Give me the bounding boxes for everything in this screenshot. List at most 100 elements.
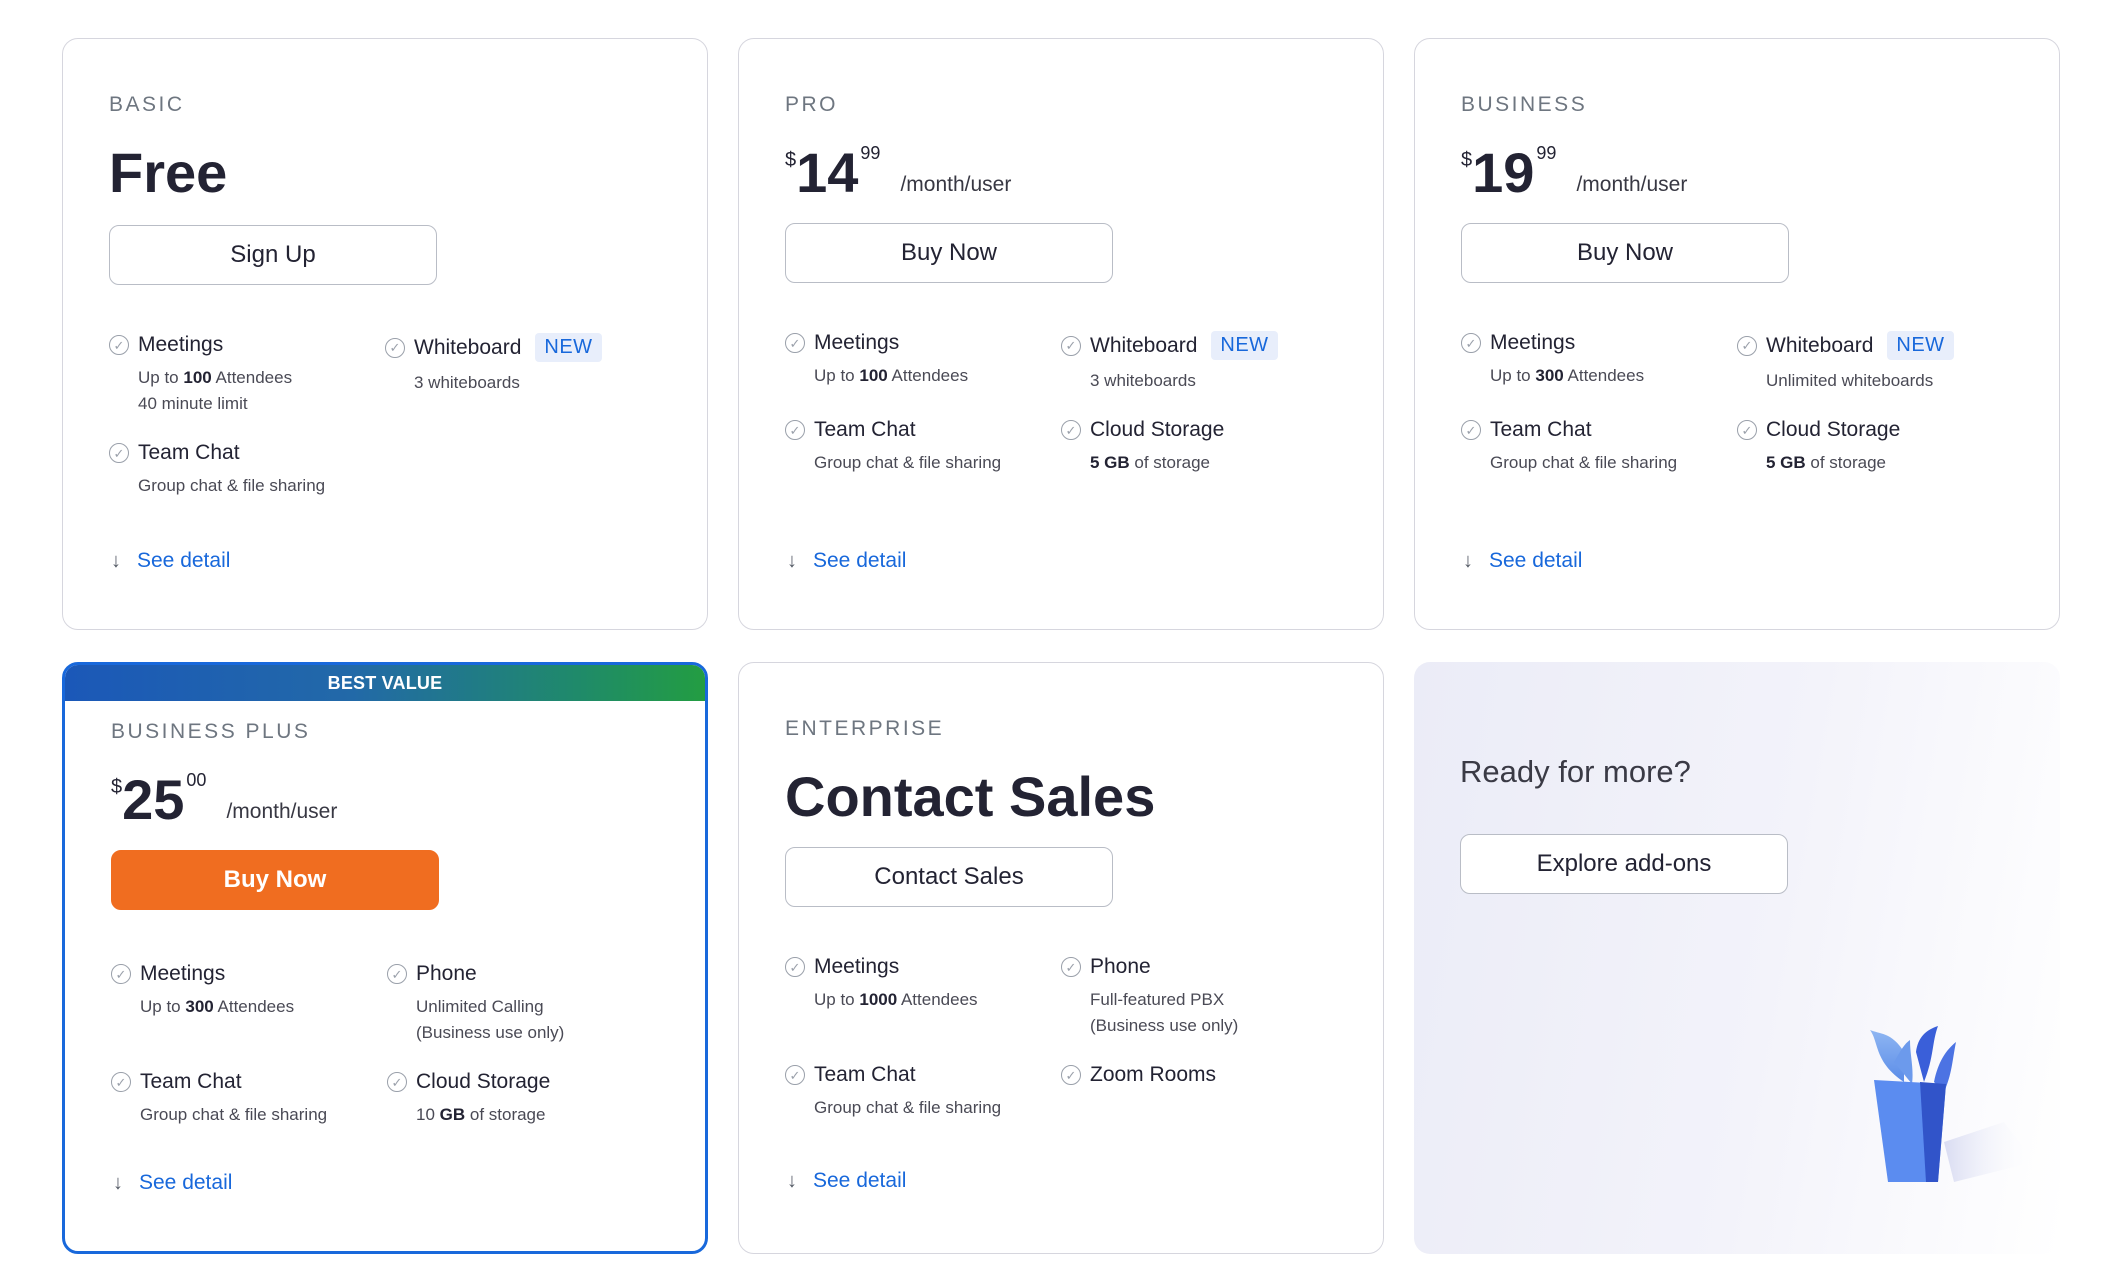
explore-addons-button[interactable]: Explore add-ons	[1460, 834, 1788, 894]
feature-name: Cloud Storage	[1766, 418, 1901, 441]
plan-price: Free	[109, 141, 228, 204]
feature-header: ✓ Phone	[1061, 955, 1321, 979]
feature-text: 3 whiteboards	[414, 373, 520, 392]
feature-name: Phone	[416, 962, 477, 985]
feature-description: Unlimited Calling (Business use only)	[416, 994, 647, 1046]
feature-header: ✓ Whiteboard NEW	[1061, 331, 1321, 360]
arrow-down-icon: ↓	[1463, 549, 1473, 572]
buy-now-button[interactable]: Buy Now	[785, 223, 1113, 283]
feature-description-line: Up to 300 Attendees	[1490, 363, 1737, 389]
feature-text: 3 whiteboards	[1090, 371, 1196, 390]
feature-description: Full-featured PBX (Business use only)	[1090, 987, 1321, 1039]
feature-description: Unlimited whiteboards	[1766, 368, 1997, 394]
see-detail-link[interactable]: ↓ See detail	[1463, 549, 1582, 573]
see-detail-link[interactable]: ↓ See detail	[787, 549, 906, 573]
new-badge: NEW	[1211, 331, 1278, 360]
feature-header: ✓ Meetings	[1461, 331, 1737, 355]
feature-name: Cloud Storage	[416, 1070, 551, 1093]
feature-name: Meetings	[814, 955, 900, 978]
feature-description: 5 GB of storage	[1766, 450, 1997, 476]
feature-list: ✓ Meetings Up to 300 Attendees ✓ Phone Unlimi…	[111, 962, 659, 1128]
plan-tier: PRO	[785, 93, 839, 116]
feature-text: Up to	[140, 997, 186, 1016]
feature-text: Attendees	[887, 366, 969, 385]
plan-tier: ENTERPRISE	[785, 717, 945, 740]
feature-highlight: 5 GB	[1766, 453, 1806, 472]
feature-header: ✓ Team Chat	[109, 441, 385, 465]
feature-description-line: 10 GB of storage	[416, 1102, 647, 1128]
price-amount: 19	[1472, 141, 1535, 204]
feature-description: Group chat & file sharing	[140, 1102, 387, 1128]
check-circle-icon: ✓	[785, 333, 805, 353]
feature-item: ✓ Whiteboard NEW 3 whiteboards	[385, 333, 645, 417]
feature-item: ✓ Meetings Up to 1000 Attendees	[785, 955, 1061, 1039]
feature-text: Attendees	[213, 997, 295, 1016]
feature-description: Up to 300 Attendees	[1490, 363, 1737, 389]
check-circle-icon: ✓	[109, 443, 129, 463]
feature-description: Up to 1000 Attendees	[814, 987, 1061, 1013]
feature-text: 40 minute limit	[138, 394, 248, 413]
feature-highlight: 100	[859, 366, 888, 385]
feature-header: ✓ Meetings	[109, 333, 385, 357]
feature-description-line: Up to 100 Attendees	[138, 365, 385, 391]
check-circle-icon: ✓	[785, 1065, 805, 1085]
feature-description-line: (Business use only)	[1090, 1013, 1321, 1039]
feature-name: Team Chat	[814, 418, 916, 441]
feature-item: ✓ Zoom Rooms	[1061, 1063, 1321, 1121]
feature-text: (Business use only)	[416, 1023, 565, 1042]
check-circle-icon: ✓	[1737, 420, 1757, 440]
feature-description-line: Group chat & file sharing	[140, 1102, 387, 1128]
feature-text: of storage	[465, 1105, 546, 1124]
feature-name: Cloud Storage	[1090, 418, 1225, 441]
check-circle-icon: ✓	[1461, 333, 1481, 353]
feature-text: Unlimited whiteboards	[1766, 371, 1934, 390]
price-cents: 99	[1536, 143, 1557, 163]
see-detail-link[interactable]: ↓ See detail	[113, 1171, 232, 1195]
feature-description-line: 5 GB of storage	[1090, 450, 1321, 476]
feature-description: 3 whiteboards	[414, 370, 645, 396]
buy-now-button[interactable]: Buy Now	[111, 850, 439, 910]
feature-header: ✓ Meetings	[785, 955, 1061, 979]
feature-description-line: 3 whiteboards	[1090, 368, 1321, 394]
feature-text: of storage	[1805, 453, 1887, 472]
sign-up-button[interactable]: Sign Up	[109, 225, 437, 285]
buy-now-button[interactable]: Buy Now	[1461, 223, 1789, 283]
feature-description-line: 3 whiteboards	[414, 370, 645, 396]
feature-header: ✓ Cloud Storage	[387, 1070, 647, 1094]
feature-description: Group chat & file sharing	[814, 450, 1061, 476]
price-currency: $	[785, 149, 797, 171]
price-cents: 99	[860, 143, 881, 163]
feature-description-line: 40 minute limit	[138, 391, 385, 417]
contact-sales-button[interactable]: Contact Sales	[785, 847, 1113, 907]
feature-name: Meetings	[140, 962, 226, 985]
best-value-ribbon: BEST VALUE	[65, 665, 705, 701]
feature-list: ✓ Meetings Up to 100 Attendees ✓ Whiteboard N…	[785, 331, 1337, 476]
check-circle-icon: ✓	[1061, 335, 1081, 356]
feature-header: ✓ Phone	[387, 962, 647, 986]
feature-description: Up to 100 Attendees	[814, 363, 1061, 389]
feature-name: Team Chat	[814, 1063, 916, 1086]
feature-description-line: 5 GB of storage	[1766, 450, 1997, 476]
feature-text: Group chat & file sharing	[138, 476, 326, 495]
feature-header: ✓ Zoom Rooms	[1061, 1063, 1321, 1087]
feature-name: Whiteboard	[414, 335, 522, 359]
feature-header: ✓ Whiteboard NEW	[385, 333, 645, 362]
feature-highlight: 300	[185, 997, 214, 1016]
see-detail-link[interactable]: ↓ See detail	[111, 549, 230, 573]
feature-description: Group chat & file sharing	[814, 1095, 1061, 1121]
feature-description-line: Group chat & file sharing	[814, 450, 1061, 476]
feature-name: Meetings	[1490, 331, 1576, 354]
plan-tier: BUSINESS	[1461, 93, 1588, 116]
feature-name: Team Chat	[1490, 418, 1592, 441]
feature-description-line: Unlimited whiteboards	[1766, 368, 1997, 394]
feature-text: of storage	[1129, 453, 1211, 472]
feature-description-line: Up to 100 Attendees	[814, 363, 1061, 389]
see-detail-link[interactable]: ↓ See detail	[787, 1169, 906, 1193]
plan-card-business-plus: BEST VALUE BUSINESS PLUS $ 25 00 /month/…	[62, 662, 708, 1254]
price-currency: $	[1461, 149, 1473, 171]
feature-header: ✓ Team Chat	[785, 418, 1061, 442]
plan-price: $ 19 99 /month/user	[1461, 143, 2013, 203]
feature-text: Attendees	[211, 368, 293, 387]
feature-name: Phone	[1090, 955, 1151, 978]
check-circle-icon: ✓	[1061, 1065, 1081, 1085]
